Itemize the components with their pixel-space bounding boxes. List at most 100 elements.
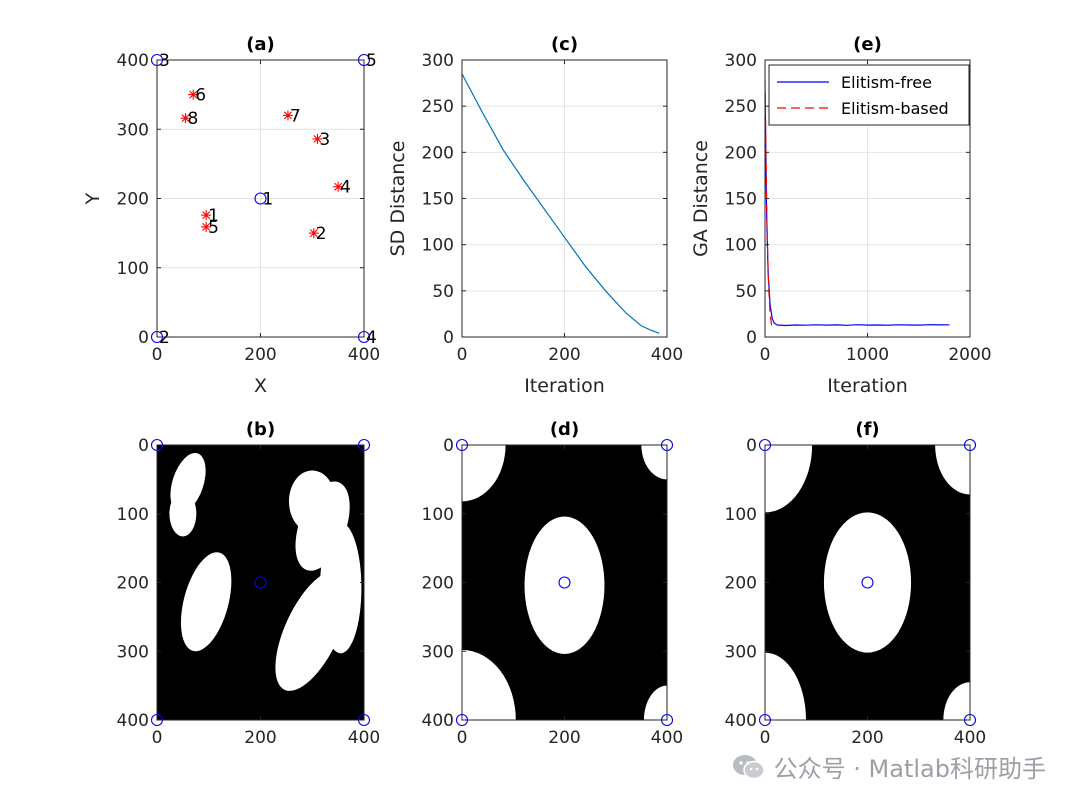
asterisk-stroke bbox=[283, 111, 292, 120]
plot-content bbox=[462, 445, 667, 720]
white-region bbox=[169, 491, 197, 537]
y-tick-label: 300 bbox=[422, 51, 454, 71]
asterisk-stroke bbox=[189, 90, 198, 99]
point-label: 5 bbox=[366, 51, 377, 71]
panel-title: (d) bbox=[550, 419, 579, 440]
y-tick-label: 250 bbox=[422, 97, 454, 117]
x-tick-label: 400 bbox=[348, 345, 380, 365]
x-axis-label: X bbox=[254, 375, 267, 397]
y-tick-label: 0 bbox=[746, 328, 757, 348]
panel-title: (f) bbox=[855, 419, 879, 440]
white-region bbox=[320, 522, 362, 654]
y-tick-label: 300 bbox=[117, 120, 149, 140]
point-label: 1 bbox=[208, 206, 219, 226]
legend-label: Elitism-free bbox=[841, 73, 932, 92]
asterisk-stroke bbox=[334, 182, 343, 191]
y-tick-label: 100 bbox=[117, 505, 149, 525]
y-axis-label: SD Distance bbox=[387, 141, 409, 257]
plot-content bbox=[765, 445, 970, 720]
y-tick-label: 100 bbox=[725, 505, 757, 525]
panel-title: (a) bbox=[246, 34, 275, 55]
point-asterisk bbox=[308, 228, 319, 239]
y-tick-label: 400 bbox=[422, 711, 454, 731]
y-tick-label: 250 bbox=[725, 97, 757, 117]
y-tick-label: 150 bbox=[725, 190, 757, 210]
y-axis-label: Y bbox=[82, 192, 104, 205]
point-label: 7 bbox=[290, 106, 301, 126]
point-label: 5 bbox=[208, 218, 219, 238]
point-asterisk bbox=[201, 210, 212, 221]
point-label: 1 bbox=[263, 190, 274, 210]
white-region bbox=[462, 445, 506, 502]
y-tick-label: 300 bbox=[725, 51, 757, 71]
y-tick-label: 200 bbox=[725, 574, 757, 594]
asterisk-stroke bbox=[202, 222, 211, 231]
x-tick-label: 1000 bbox=[846, 345, 889, 365]
plot-content bbox=[462, 73, 660, 334]
x-axis-label: Iteration bbox=[827, 375, 908, 397]
asterisk-stroke bbox=[313, 134, 322, 143]
y-tick-label: 150 bbox=[422, 190, 454, 210]
y-tick-label: 0 bbox=[746, 436, 757, 456]
watermark: 公众号 · Matlab科研助手 bbox=[732, 749, 1046, 784]
point-label: 2 bbox=[316, 224, 327, 244]
asterisk-stroke bbox=[309, 229, 318, 238]
x-tick-label: 400 bbox=[651, 345, 683, 365]
white-region bbox=[641, 445, 667, 480]
y-tick-label: 300 bbox=[422, 642, 454, 662]
y-tick-label: 200 bbox=[725, 143, 757, 163]
asterisk-stroke bbox=[202, 211, 211, 220]
x-tick-label: 0 bbox=[760, 728, 771, 748]
asterisk-stroke bbox=[181, 114, 190, 123]
y-tick-label: 300 bbox=[725, 642, 757, 662]
y-axis-label: GA Distance bbox=[690, 140, 712, 257]
legend-label: Elitism-based bbox=[841, 99, 949, 118]
point-circle bbox=[254, 192, 267, 205]
x-tick-label: 200 bbox=[548, 345, 580, 365]
x-tick-label: 400 bbox=[348, 728, 380, 748]
y-tick-label: 400 bbox=[725, 711, 757, 731]
series-line bbox=[462, 73, 660, 334]
y-tick-label: 200 bbox=[117, 190, 149, 210]
panel-title: (c) bbox=[551, 34, 578, 55]
marker-circle bbox=[254, 576, 267, 589]
point-label: 6 bbox=[195, 86, 206, 106]
plot-content bbox=[169, 453, 362, 691]
point-label: 3 bbox=[319, 130, 330, 150]
x-tick-label: 200 bbox=[548, 728, 580, 748]
white-region bbox=[765, 652, 806, 720]
marker-circle bbox=[558, 576, 571, 589]
x-tick-label: 0 bbox=[152, 345, 163, 365]
x-tick-label: 0 bbox=[152, 728, 163, 748]
white-region bbox=[180, 552, 232, 652]
marker-circle bbox=[861, 576, 874, 589]
legend-box bbox=[768, 64, 970, 126]
point-label: 2 bbox=[159, 328, 170, 348]
x-tick-label: 0 bbox=[457, 345, 468, 365]
white-region bbox=[823, 512, 912, 653]
panel-title: (b) bbox=[246, 419, 275, 440]
y-tick-label: 50 bbox=[432, 282, 454, 302]
y-tick-label: 200 bbox=[422, 143, 454, 163]
y-tick-label: 0 bbox=[443, 436, 454, 456]
watermark-text: 公众号 · Matlab科研助手 bbox=[773, 755, 1046, 783]
panel-title: (e) bbox=[853, 34, 882, 55]
point-asterisk bbox=[180, 113, 191, 124]
x-tick-label: 2000 bbox=[948, 345, 991, 365]
wechat-icon bbox=[732, 754, 765, 779]
x-tick-label: 200 bbox=[244, 345, 276, 365]
y-tick-label: 100 bbox=[422, 236, 454, 256]
panel-c: 0 200 400 0 50 100 150 200 250 300 (c) Iteration SD … bbox=[387, 34, 683, 397]
point-asterisk bbox=[188, 89, 199, 100]
y-tick-label: 200 bbox=[117, 574, 149, 594]
point-asterisk bbox=[282, 110, 293, 121]
panel-e: 0 1000 2000 0 50 100 150 200 250 300 (e) Iteration G… bbox=[690, 34, 992, 397]
legend: Elitism-free Elitism-based bbox=[768, 64, 970, 126]
x-tick-label: 400 bbox=[651, 728, 683, 748]
x-axis-label: Iteration bbox=[524, 375, 605, 397]
y-tick-label: 0 bbox=[138, 436, 149, 456]
